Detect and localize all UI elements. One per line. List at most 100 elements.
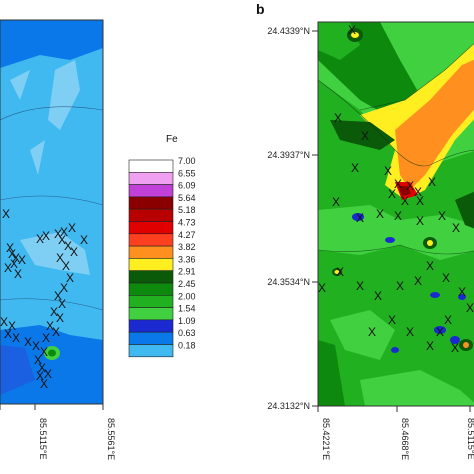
panel-b-x-axis: 85.4221°E 85.4668°E 85.5115°E	[317, 406, 474, 460]
legend-swatch	[128, 221, 174, 235]
sample-site-marker: X	[64, 239, 72, 253]
sample-site-marker: X	[396, 279, 404, 293]
legend-swatch	[128, 159, 174, 173]
sample-site-marker: X	[332, 195, 340, 209]
legend-value-label: 0.63	[178, 328, 196, 338]
sample-site-marker: X	[44, 367, 52, 381]
sample-site-marker: X	[38, 361, 46, 375]
sample-site-marker: X	[414, 185, 422, 199]
panel-a-x-tick-label: 85.5561°E	[106, 418, 116, 460]
legend-swatch	[128, 196, 174, 210]
panel-b-light-green-bottom	[360, 370, 474, 406]
sample-site-marker: X	[14, 267, 22, 281]
legend-swatch	[128, 294, 174, 308]
panel-b-x-tick-label: 85.4221°E	[321, 418, 331, 460]
legend-value-label: 0.18	[178, 341, 196, 351]
panel-b-y-axis: 24.4339°N 24.3937°N 24.3534°N 24.3132°N	[267, 26, 318, 411]
sample-site-marker: X	[376, 207, 384, 221]
panel-b-x-tick-label: 85.5115°E	[466, 418, 474, 459]
sample-site-marker: X	[12, 331, 20, 345]
sample-site-marker: X	[436, 325, 444, 339]
sample-site-marker: X	[42, 331, 50, 345]
sample-site-marker: X	[8, 247, 16, 261]
sample-site-marker: X	[416, 214, 424, 228]
sample-site-marker: X	[428, 175, 436, 189]
sample-site-marker: X	[36, 369, 44, 383]
sample-site-marker: X	[442, 271, 450, 285]
legend-swatch	[128, 331, 174, 345]
sample-site-marker: X	[4, 261, 12, 275]
sample-site-marker: X	[40, 377, 48, 391]
legend-value-label: 3.82	[178, 242, 196, 252]
panel-b-blue-pocket	[430, 292, 440, 298]
panel-a-light-patch-2	[30, 140, 45, 175]
sample-site-marker: X	[356, 211, 364, 225]
sample-site-marker: X	[356, 279, 364, 293]
panel-b-frame	[317, 21, 474, 407]
panel-a-blue-zone-left	[0, 345, 35, 395]
panel-b-blue-pocket	[352, 213, 364, 221]
sample-site-marker: X	[68, 221, 76, 235]
sample-site-marker: X	[368, 325, 376, 339]
sample-site-marker: X	[426, 339, 434, 353]
sample-site-marker: X	[8, 319, 16, 333]
panel-b-y-tick-label: 24.3132°N	[267, 401, 310, 411]
panel-a-contour-lines	[0, 106, 103, 311]
panel-a-x-axis: 85.5115°E 85.5561°E	[0, 404, 116, 460]
sample-site-marker: X	[54, 289, 62, 303]
sample-site-marker: X	[348, 23, 356, 37]
legend-title: Fe	[166, 134, 178, 145]
sample-site-marker: X	[56, 311, 64, 325]
sample-site-marker: X	[70, 245, 78, 259]
sample-site-marker: X	[388, 313, 396, 327]
sample-site-marker: X	[66, 271, 74, 285]
legend-swatch	[128, 208, 174, 222]
panel-b-y-tick-label: 24.3937°N	[267, 150, 310, 160]
legend-color-scale: 7.00 6.55 6.09 5.64 5.18 4.73 4.27 3.82 3.36 2.91…	[128, 156, 196, 358]
sample-site-marker: X	[426, 259, 434, 273]
panel-a-light-patch	[10, 70, 30, 100]
legend-value-label: 2.91	[178, 267, 196, 277]
sample-site-marker: X	[361, 129, 369, 143]
sample-site-marker: X	[80, 233, 88, 247]
legend-value-label: 5.64	[178, 193, 196, 203]
panel-a-blue-zone-top	[0, 20, 103, 68]
sample-site-marker: X	[32, 339, 40, 353]
legend-value-label: 1.09	[178, 316, 196, 326]
sample-site-marker: X	[10, 257, 18, 271]
sample-site-marker: X	[40, 345, 48, 359]
panel-b-orange-zone	[395, 59, 474, 190]
panel-b-local-anomaly-core	[463, 342, 469, 348]
sample-site-marker: X	[12, 251, 20, 265]
panel-b-y-tick-label: 24.4339°N	[267, 26, 310, 36]
sample-site-marker: X	[58, 297, 66, 311]
sample-site-marker: X	[56, 251, 64, 265]
panel-b-blue-pocket	[458, 294, 466, 300]
sample-site-marker: X	[34, 353, 42, 367]
panel-b-blue-pocket	[391, 347, 399, 353]
sample-site-marker: X	[374, 289, 382, 303]
panel-b-light-green-patch	[330, 310, 395, 360]
panel-b-local-anomaly-core	[334, 270, 340, 274]
legend-swatch	[128, 282, 174, 296]
panel-a-green-anomaly-core	[48, 349, 56, 357]
legend-value-label: 6.55	[178, 168, 196, 178]
legend-value-label: 4.73	[178, 218, 196, 228]
panel-b-y-tick-label: 24.3534°N	[267, 277, 310, 287]
panel-a-blue-zone-bottom	[0, 325, 103, 404]
sample-site-marker: X	[46, 319, 54, 333]
sample-site-marker: X	[416, 194, 424, 208]
sample-site-marker: X	[401, 194, 409, 208]
sample-site-marker: X	[0, 315, 8, 329]
legend-value-label: 4.27	[178, 230, 196, 240]
legend-swatch	[128, 307, 174, 321]
panel-a-light-zone-mid	[20, 232, 90, 275]
panel-b-local-anomaly-core	[351, 32, 359, 38]
sample-site-marker: X	[414, 274, 422, 288]
legend-swatch	[128, 184, 174, 198]
legend-value-label: 7.00	[178, 156, 196, 166]
